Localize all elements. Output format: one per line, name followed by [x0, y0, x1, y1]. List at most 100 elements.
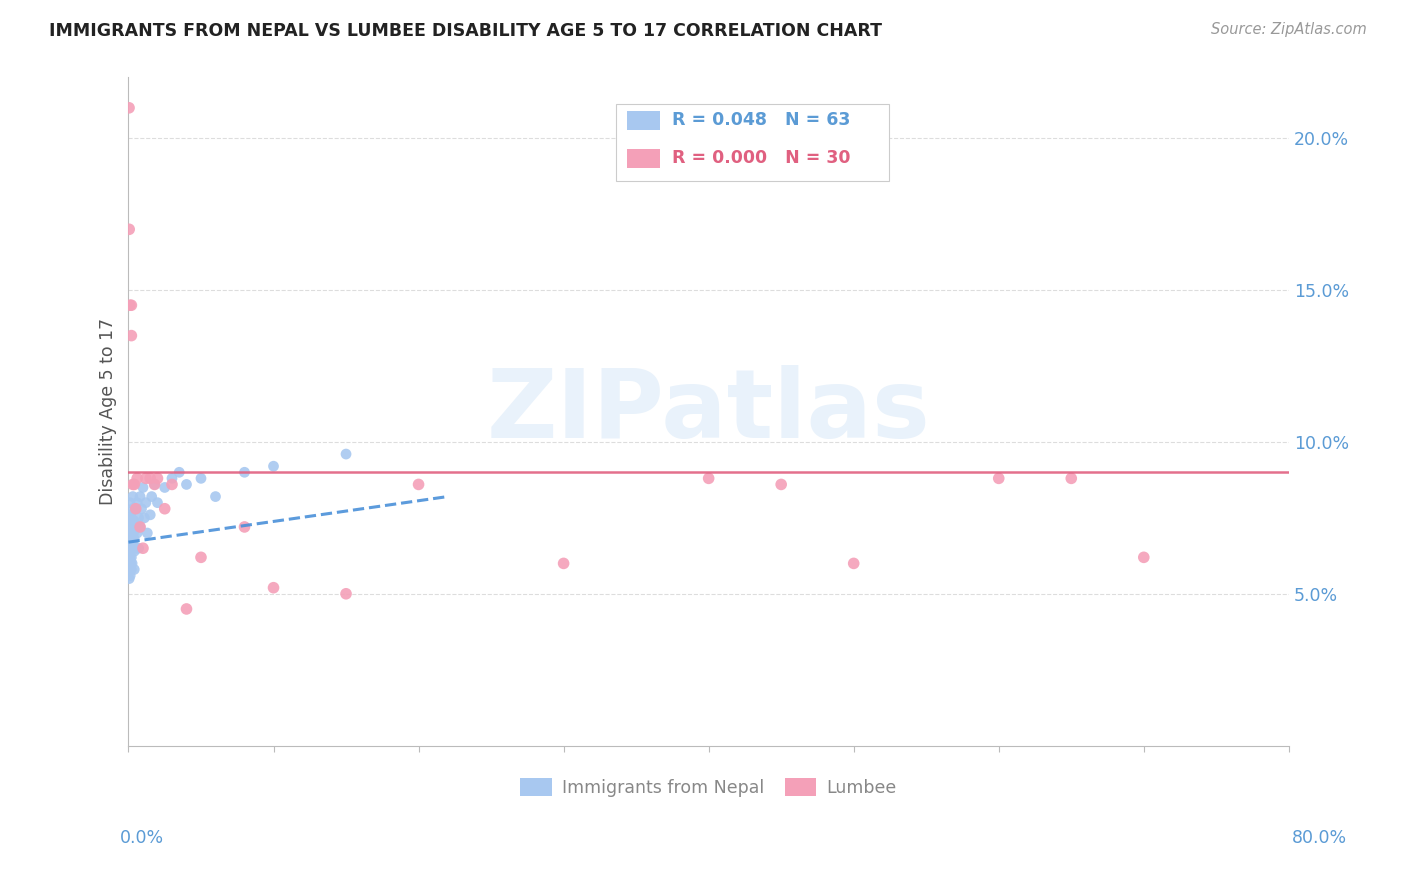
- Point: [160, 471, 183, 485]
- Point: [121, 557, 143, 571]
- Point: [263, 581, 285, 595]
- Point: [125, 541, 148, 556]
- Point: [143, 477, 166, 491]
- Point: [553, 557, 575, 571]
- Point: [118, 526, 141, 541]
- Point: [335, 447, 357, 461]
- Point: [167, 465, 190, 479]
- Point: [121, 490, 143, 504]
- Point: [118, 562, 141, 576]
- Point: [118, 562, 141, 576]
- Point: [127, 526, 149, 541]
- Point: [120, 526, 142, 541]
- FancyBboxPatch shape: [627, 149, 659, 168]
- Point: [120, 328, 142, 343]
- Point: [122, 562, 145, 576]
- Point: [118, 222, 141, 236]
- Point: [118, 532, 141, 546]
- Point: [118, 557, 141, 571]
- Text: Source: ZipAtlas.com: Source: ZipAtlas.com: [1211, 22, 1367, 37]
- Point: [120, 511, 142, 525]
- Point: [1060, 471, 1083, 485]
- Point: [1133, 550, 1156, 565]
- Point: [122, 544, 145, 558]
- Point: [122, 477, 145, 491]
- Point: [190, 550, 212, 565]
- Point: [146, 496, 169, 510]
- Point: [125, 501, 148, 516]
- Point: [233, 520, 256, 534]
- Point: [118, 496, 141, 510]
- Point: [128, 541, 150, 556]
- Point: [118, 541, 141, 556]
- Point: [120, 298, 142, 312]
- Point: [118, 101, 141, 115]
- Point: [118, 511, 141, 525]
- Point: [121, 477, 143, 491]
- Point: [132, 480, 155, 494]
- Point: [134, 511, 156, 525]
- Point: [146, 471, 169, 485]
- FancyBboxPatch shape: [616, 104, 889, 181]
- Point: [143, 477, 166, 491]
- Point: [120, 541, 142, 556]
- Point: [131, 501, 153, 516]
- Point: [987, 471, 1010, 485]
- Point: [122, 532, 145, 546]
- Text: IMMIGRANTS FROM NEPAL VS LUMBEE DISABILITY AGE 5 TO 17 CORRELATION CHART: IMMIGRANTS FROM NEPAL VS LUMBEE DISABILI…: [49, 22, 882, 40]
- Point: [770, 477, 793, 491]
- Text: ZIPatlas: ZIPatlas: [486, 365, 931, 458]
- Point: [120, 550, 142, 565]
- Y-axis label: Disability Age 5 to 17: Disability Age 5 to 17: [100, 318, 117, 505]
- Point: [263, 459, 285, 474]
- Point: [128, 511, 150, 525]
- Point: [118, 550, 141, 565]
- Point: [118, 572, 141, 586]
- Text: 80.0%: 80.0%: [1292, 829, 1347, 847]
- Point: [139, 471, 162, 485]
- Point: [176, 477, 198, 491]
- Point: [190, 471, 212, 485]
- Point: [135, 496, 157, 510]
- Text: 0.0%: 0.0%: [120, 829, 163, 847]
- Point: [125, 520, 148, 534]
- Point: [160, 477, 183, 491]
- Point: [121, 514, 143, 528]
- Point: [121, 532, 143, 546]
- Point: [122, 526, 145, 541]
- Point: [129, 520, 152, 534]
- Point: [120, 544, 142, 558]
- Point: [120, 562, 142, 576]
- Point: [127, 496, 149, 510]
- Point: [127, 471, 149, 485]
- Point: [120, 538, 142, 552]
- Point: [129, 520, 152, 534]
- Point: [335, 587, 357, 601]
- Legend: Immigrants from Nepal, Lumbee: Immigrants from Nepal, Lumbee: [513, 771, 904, 804]
- Point: [139, 508, 162, 522]
- Point: [842, 557, 865, 571]
- Point: [697, 471, 720, 485]
- Point: [408, 477, 430, 491]
- Point: [176, 602, 198, 616]
- Point: [118, 520, 141, 534]
- Point: [153, 480, 176, 494]
- Point: [120, 532, 142, 546]
- Point: [120, 508, 142, 522]
- Point: [135, 471, 157, 485]
- Point: [121, 541, 143, 556]
- Point: [141, 490, 163, 504]
- Point: [153, 501, 176, 516]
- Point: [204, 490, 226, 504]
- Point: [132, 541, 155, 556]
- Point: [120, 568, 142, 582]
- Point: [136, 526, 159, 541]
- Point: [120, 520, 142, 534]
- Point: [125, 501, 148, 516]
- Point: [122, 514, 145, 528]
- Point: [118, 298, 141, 312]
- Text: R = 0.000   N = 30: R = 0.000 N = 30: [672, 149, 851, 168]
- Point: [120, 526, 142, 541]
- Point: [233, 465, 256, 479]
- Point: [121, 501, 143, 516]
